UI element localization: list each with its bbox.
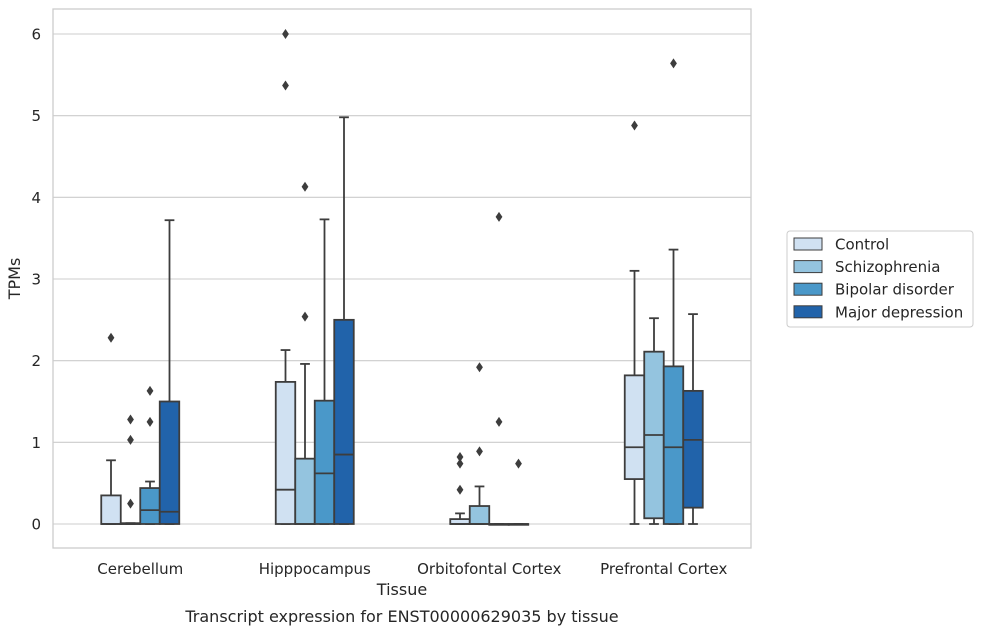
legend-frame [786, 230, 974, 328]
outlier-point [127, 434, 134, 445]
box-bipolar-disorder [488, 211, 510, 526]
outlier-point [456, 484, 464, 495]
outlier-point [495, 211, 503, 222]
box-iqr [274, 380, 297, 525]
box-major-depression [158, 219, 181, 525]
outlier-point [456, 452, 464, 463]
outlier-point [476, 362, 483, 373]
box-schizophrenia [643, 317, 665, 525]
y-tick-label: 5 [31, 107, 41, 125]
y-tick-label: 3 [31, 271, 41, 289]
y-axis-ticks: 0 1 2 3 4 5 6 [31, 26, 41, 534]
y-tick-label: 0 [31, 516, 41, 534]
plot-area-frame [52, 8, 752, 549]
box-iqr [313, 399, 336, 525]
outlier-point [301, 181, 309, 192]
legend-item: Bipolar disorder [793, 281, 955, 299]
box-bipolar-disorder [662, 58, 685, 525]
x-tick-label: Prefrontal Cortex [600, 560, 727, 578]
legend-item: Major depression [793, 303, 963, 321]
legend: Control Schizophrenia Bipolar disorder Majo… [786, 230, 974, 328]
y-axis-label: TPMs [5, 258, 24, 301]
box-iqr [468, 505, 491, 525]
box-iqr [294, 457, 316, 525]
legend-item: Schizophrenia [793, 258, 940, 276]
box-iqr [333, 318, 355, 525]
outlier-point [515, 458, 522, 469]
outlier-point [301, 311, 309, 322]
outlier-point [282, 29, 289, 39]
outlier-point [631, 120, 638, 131]
box-bipolar-disorder [139, 385, 161, 525]
chart-caption: Transcript expression for ENST0000062903… [184, 607, 618, 626]
outlier-point [146, 416, 154, 427]
box-major-depression [682, 313, 704, 525]
y-tick-label: 4 [31, 189, 41, 207]
box-iqr [662, 365, 685, 525]
box-schizophrenia [119, 414, 142, 525]
legend-label: Bipolar disorder [835, 281, 955, 299]
box-bipolar-disorder [313, 218, 336, 525]
outlier-point [127, 414, 134, 425]
box-iqr [623, 374, 646, 480]
outlier-point [282, 80, 289, 91]
box-iqr [100, 494, 122, 525]
legend-label: Control [835, 236, 889, 254]
outlier-point [127, 498, 134, 509]
x-axis-ticks: Cerebellum Hipppocampus Orbitofontal Corte… [97, 560, 727, 578]
y-tick-label: 6 [31, 26, 41, 44]
outlier-point [146, 385, 154, 396]
box-control [274, 29, 297, 525]
outlier-point [670, 58, 677, 69]
box-schizophrenia [468, 362, 491, 525]
box-iqr [158, 400, 181, 525]
legend-swatch [793, 260, 823, 274]
box-major-depression [333, 116, 355, 525]
legend-label: Major depression [835, 303, 963, 321]
outlier-point [495, 416, 503, 427]
legend-item: Control [793, 236, 889, 254]
box-control [623, 120, 646, 525]
x-tick-label: Cerebellum [97, 560, 183, 578]
legend-swatch [793, 305, 823, 319]
box-iqr [139, 487, 161, 525]
y-tick-label: 1 [31, 434, 41, 452]
x-tick-label: Hipppocampus [259, 560, 371, 578]
box-iqr [682, 389, 704, 509]
outlier-point [476, 446, 483, 457]
outlier-point [456, 458, 464, 469]
x-tick-label: Orbitofontal Cortex [417, 560, 561, 578]
outlier-point [107, 332, 115, 343]
y-tick-label: 2 [31, 352, 41, 370]
legend-swatch [793, 237, 823, 251]
box-schizophrenia [294, 181, 316, 525]
box-series-layer [100, 29, 704, 526]
box-control [449, 452, 471, 525]
box-control [100, 332, 122, 525]
legend-label: Schizophrenia [835, 258, 940, 276]
box-major-depression [507, 458, 530, 526]
legend-swatch [793, 282, 823, 296]
x-axis-label: Tissue [376, 580, 427, 599]
